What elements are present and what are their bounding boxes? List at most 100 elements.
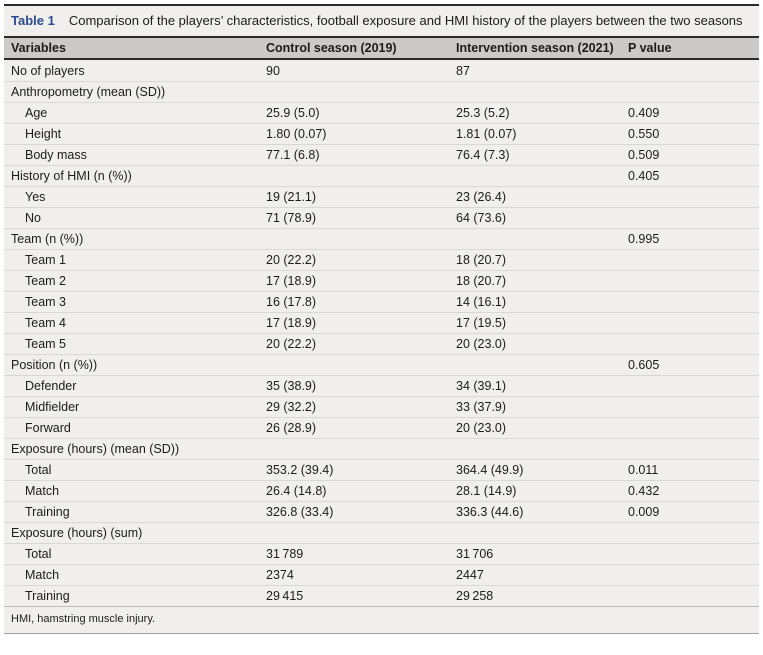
row-label: Anthropometry (mean (SD)) (11, 85, 166, 99)
row-value: 18 (20.7) (456, 253, 507, 267)
row-label: Yes (25, 190, 46, 204)
table-row: Defender 35 (38.9) 34 (39.1) (4, 375, 759, 396)
table-row: Yes 19 (21.1) 23 (26.4) (4, 186, 759, 207)
row-value: 0.011 (628, 463, 659, 477)
row-value: 23 (26.4) (456, 190, 507, 204)
row-value: 2447 (456, 568, 484, 582)
table-row: Total 31 789 31 706 (4, 543, 759, 564)
row-label: Age (25, 106, 48, 120)
row-label: Total (25, 547, 52, 561)
table-row: Training 326.8 (33.4) 336.3 (44.6) 0.009 (4, 501, 759, 522)
row-label: History of HMI (n (%)) (11, 169, 132, 183)
table-footnote: HMI, hamstring muscle injury. (4, 606, 759, 634)
table-row: Match 2374 2447 (4, 564, 759, 585)
table-row: Exposure (hours) (sum) (4, 522, 759, 543)
table-caption: Table 1 Comparison of the players’ charac… (4, 6, 759, 38)
row-value: 31 789 (266, 547, 304, 561)
column-header-intervention: Intervention season (2021) (456, 41, 614, 55)
table-row: History of HMI (n (%)) 0.405 (4, 165, 759, 186)
row-label: Team 5 (25, 337, 66, 351)
table-row: Exposure (hours) (mean (SD)) (4, 438, 759, 459)
row-value: 364.4 (49.9) (456, 463, 524, 477)
row-value: 64 (73.6) (456, 211, 507, 225)
table-row: Midfielder 29 (32.2) 33 (37.9) (4, 396, 759, 417)
row-value: 28.1 (14.9) (456, 484, 517, 498)
row-label: No of players (11, 63, 85, 78)
row-value: 17 (18.9) (266, 274, 317, 288)
row-value: 34 (39.1) (456, 379, 507, 393)
table-row: Team 3 16 (17.8) 14 (16.1) (4, 291, 759, 312)
row-value: 77.1 (6.8) (266, 148, 320, 162)
row-value: 71 (78.9) (266, 211, 317, 225)
table-row: Team 5 20 (22.2) 20 (23.0) (4, 333, 759, 354)
row-value: 16 (17.8) (266, 295, 317, 309)
row-label: Body mass (25, 148, 87, 162)
row-label: Midfielder (25, 400, 80, 414)
row-value: 17 (19.5) (456, 316, 507, 330)
table-row: Position (n (%)) 0.605 (4, 354, 759, 375)
row-value: 29 258 (456, 589, 494, 603)
table-row: Body mass 77.1 (6.8) 76.4 (7.3) 0.509 (4, 144, 759, 165)
row-value: 0.550 (628, 127, 660, 141)
row-value: 20 (22.2) (266, 337, 317, 351)
row-label: Defender (25, 379, 77, 393)
table-row: Training 29 415 29 258 (4, 585, 759, 606)
row-label: Forward (25, 421, 71, 435)
table-label: Table 1 (11, 13, 55, 28)
row-value: 1.80 (0.07) (266, 127, 327, 141)
row-value: 0.009 (628, 505, 660, 519)
table-row: Team (n (%)) 0.995 (4, 228, 759, 249)
table-caption-text: Comparison of the players’ characteristi… (68, 13, 743, 28)
row-value: 2374 (266, 568, 294, 582)
row-label: Training (25, 505, 70, 519)
row-value: 0.409 (628, 106, 660, 120)
row-value: 336.3 (44.6) (456, 505, 524, 519)
row-value: 326.8 (33.4) (266, 505, 334, 519)
row-value: 35 (38.9) (266, 379, 317, 393)
row-value: 26.4 (14.8) (266, 484, 327, 498)
column-header-control: Control season (2019) (266, 41, 397, 55)
row-label: Height (25, 127, 62, 141)
row-label: Exposure (hours) (mean (SD)) (11, 442, 180, 456)
row-value: 26 (28.9) (266, 421, 317, 435)
row-value: 0.405 (628, 169, 660, 183)
row-value: 25.9 (5.0) (266, 106, 320, 120)
row-value: 20 (23.0) (456, 421, 507, 435)
row-value: 20 (23.0) (456, 337, 507, 351)
row-value: 90 (266, 63, 280, 78)
row-label: Match (25, 568, 60, 582)
row-label: Total (25, 463, 52, 477)
row-value: 33 (37.9) (456, 400, 507, 414)
row-value: 25.3 (5.2) (456, 106, 510, 120)
table-body: No of players 90 87 Anthropometry (mean (SD… (4, 60, 759, 606)
row-label: Position (n (%)) (11, 358, 98, 372)
row-value: 29 (32.2) (266, 400, 317, 414)
row-label: Training (25, 589, 70, 603)
row-label: Team (n (%)) (11, 232, 84, 246)
row-label: Match (25, 484, 60, 498)
table-row: Match 26.4 (14.8) 28.1 (14.9) 0.432 (4, 480, 759, 501)
row-value: 29 415 (266, 589, 304, 603)
column-header-variables: Variables (11, 41, 66, 55)
row-value: 0.995 (628, 232, 660, 246)
row-value: 0.432 (628, 484, 660, 498)
row-value: 87 (456, 63, 470, 78)
row-label: Team 3 (25, 295, 66, 309)
row-value: 0.605 (628, 358, 660, 372)
table-row: Forward 26 (28.9) 20 (23.0) (4, 417, 759, 438)
row-label: Team 1 (25, 253, 66, 267)
row-value: 31 706 (456, 547, 494, 561)
table-1: Table 1 Comparison of the players’ charac… (4, 4, 759, 634)
row-label: Exposure (hours) (sum) (11, 526, 143, 540)
table-row: Height 1.80 (0.07) 1.81 (0.07) 0.550 (4, 123, 759, 144)
row-value: 0.509 (628, 148, 660, 162)
table-row: Anthropometry (mean (SD)) (4, 81, 759, 102)
table-row: Age 25.9 (5.0) 25.3 (5.2) 0.409 (4, 102, 759, 123)
table-row: Team 2 17 (18.9) 18 (20.7) (4, 270, 759, 291)
row-label: Team 4 (25, 316, 66, 330)
table-header-row: Variables Control season (2019) Interven… (4, 38, 759, 60)
row-value: 14 (16.1) (456, 295, 507, 309)
row-label: No (25, 211, 41, 225)
row-value: 353.2 (39.4) (266, 463, 334, 477)
row-value: 76.4 (7.3) (456, 148, 510, 162)
